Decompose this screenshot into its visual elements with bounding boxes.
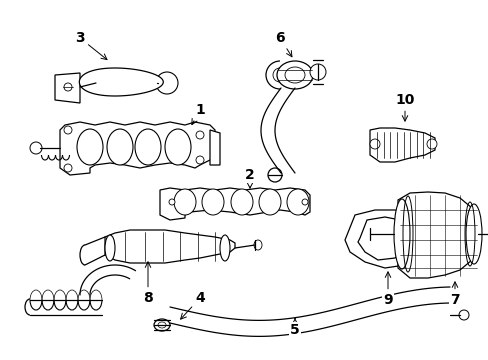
Ellipse shape xyxy=(267,168,282,182)
Ellipse shape xyxy=(393,199,409,269)
Ellipse shape xyxy=(302,199,307,205)
Ellipse shape xyxy=(30,142,42,154)
Polygon shape xyxy=(60,122,215,175)
Ellipse shape xyxy=(156,72,178,94)
Ellipse shape xyxy=(253,240,262,250)
Polygon shape xyxy=(105,230,235,263)
Polygon shape xyxy=(357,217,409,260)
Ellipse shape xyxy=(309,64,325,80)
Text: 8: 8 xyxy=(143,262,153,305)
Ellipse shape xyxy=(154,319,170,331)
Polygon shape xyxy=(160,188,309,220)
Ellipse shape xyxy=(77,129,103,165)
Text: 1: 1 xyxy=(191,103,204,125)
Text: 10: 10 xyxy=(394,93,414,121)
Ellipse shape xyxy=(369,139,379,149)
Ellipse shape xyxy=(285,67,305,83)
Polygon shape xyxy=(397,192,477,278)
Text: 3: 3 xyxy=(75,31,107,60)
Polygon shape xyxy=(209,130,220,165)
Ellipse shape xyxy=(164,129,191,165)
Ellipse shape xyxy=(107,129,133,165)
Ellipse shape xyxy=(158,322,165,328)
Polygon shape xyxy=(79,68,163,96)
Ellipse shape xyxy=(64,83,72,91)
Ellipse shape xyxy=(259,189,281,215)
Ellipse shape xyxy=(196,131,203,139)
Text: 5: 5 xyxy=(289,319,299,337)
Ellipse shape xyxy=(286,189,308,215)
Ellipse shape xyxy=(105,235,115,261)
Ellipse shape xyxy=(95,71,115,87)
Ellipse shape xyxy=(196,156,203,164)
Ellipse shape xyxy=(64,164,72,172)
Polygon shape xyxy=(369,128,434,162)
Ellipse shape xyxy=(113,72,131,88)
Text: 2: 2 xyxy=(244,168,254,188)
Polygon shape xyxy=(55,73,80,103)
Ellipse shape xyxy=(135,129,161,165)
Ellipse shape xyxy=(458,310,468,320)
Text: 6: 6 xyxy=(275,31,291,57)
Ellipse shape xyxy=(276,61,312,89)
Text: 9: 9 xyxy=(383,272,392,307)
Ellipse shape xyxy=(426,139,436,149)
Text: 7: 7 xyxy=(449,282,459,307)
Ellipse shape xyxy=(202,189,224,215)
Polygon shape xyxy=(345,210,424,268)
Ellipse shape xyxy=(230,189,252,215)
Ellipse shape xyxy=(465,204,481,264)
Ellipse shape xyxy=(174,189,196,215)
Ellipse shape xyxy=(220,235,229,261)
Ellipse shape xyxy=(169,199,175,205)
Text: 4: 4 xyxy=(180,291,204,319)
Ellipse shape xyxy=(129,73,147,89)
Ellipse shape xyxy=(64,126,72,134)
